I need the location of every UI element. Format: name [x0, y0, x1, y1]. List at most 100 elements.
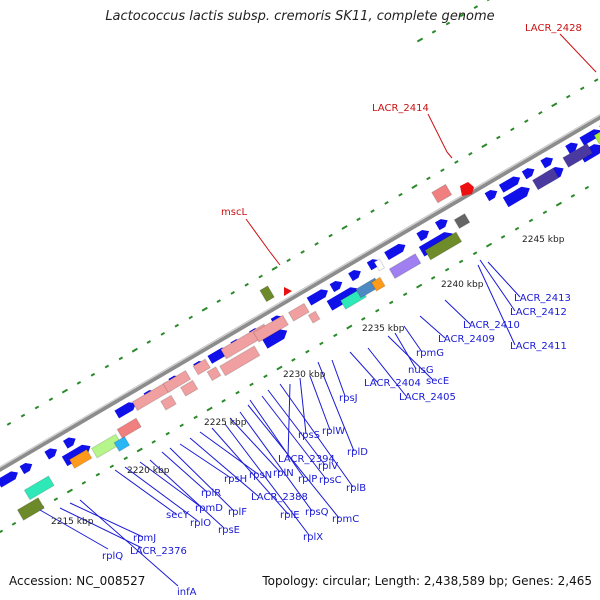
kbp-label: 2230 kbp [283, 370, 326, 380]
gene-label: rpsH [224, 474, 247, 485]
gene-box [370, 276, 386, 292]
gene-arrow [384, 243, 406, 261]
scale-tick [538, 111, 543, 115]
scale-tick [314, 241, 319, 246]
gene-label: nusG [408, 365, 434, 376]
genome-backbone [0, 113, 600, 473]
gene-arrow [565, 142, 578, 154]
genome-title: Lactococcus lactis subsp. cremoris SK11,… [105, 9, 495, 24]
gene-box [388, 253, 422, 280]
gene-label: LACR_2412 [510, 307, 567, 318]
gene-label: LACR_2409 [438, 334, 495, 345]
scale-tick [165, 431, 170, 436]
gene-label: rplQ [102, 551, 123, 562]
leader-line [124, 466, 199, 522]
gene-box [16, 497, 45, 521]
leader-line [331, 359, 346, 397]
leader-line [309, 375, 331, 431]
gene-box [307, 310, 321, 324]
gene-arrow [498, 176, 521, 193]
leader-line [211, 427, 289, 515]
genome-backbone-highlight [0, 114, 600, 468]
leader-line [59, 507, 143, 549]
gene-label: rplX [303, 532, 323, 543]
scale-tick [346, 324, 353, 330]
gene-arrow [261, 329, 288, 349]
leader-line [161, 451, 208, 493]
kbp-label: 2235 kbp [362, 324, 405, 334]
scale-tick [485, 242, 493, 248]
scale-tick [440, 168, 445, 173]
leader-line [487, 261, 521, 298]
leader-line [269, 251, 281, 266]
leader-line [179, 443, 232, 479]
scale-tick [174, 323, 180, 328]
gene-arrow [306, 289, 328, 306]
scale-tick [528, 218, 534, 223]
scale-tick [459, 13, 465, 18]
scale-tick [566, 94, 571, 99]
gene-box [562, 142, 594, 168]
gene-label: rpmG [416, 348, 444, 359]
gene-label: rplN [273, 468, 294, 479]
gene-arrow [44, 448, 58, 460]
scale-tick [123, 456, 128, 461]
gene-label-red: mscL [221, 207, 247, 218]
leader-line [317, 361, 355, 452]
scale-tick [76, 381, 82, 385]
gene-box-2414 [431, 183, 453, 204]
scale-tick [81, 480, 87, 485]
tick-ring-inner [0, 185, 590, 535]
gene-arrow [61, 444, 91, 467]
scale-tick [319, 341, 324, 346]
scale-tick [524, 119, 529, 123]
gene-box [160, 394, 177, 411]
scale-tick [468, 151, 473, 156]
gene-label: LACR_2413 [514, 293, 571, 304]
scale-tick [473, 5, 479, 9]
leader-line [224, 423, 310, 536]
gene-box [206, 366, 222, 382]
scale-tick [131, 347, 138, 353]
scale-tick [34, 405, 40, 410]
scale-tick [6, 421, 12, 426]
scale-tick [300, 250, 305, 254]
leader-line [249, 399, 305, 479]
gene-arrow [329, 280, 343, 293]
leader-line [245, 218, 271, 253]
gene-label: rplB [346, 483, 366, 494]
highlight-labels: mscL LACR_2414 LACR_2428 [221, 23, 582, 218]
gene-label: rpsQ [305, 507, 329, 518]
gene-box [113, 435, 131, 453]
gene-label: rpsJ [339, 393, 358, 404]
scale-tick [445, 21, 451, 26]
gene-box [287, 302, 310, 322]
leader-line [139, 461, 202, 508]
leader-line [189, 437, 259, 497]
gene-box [531, 167, 560, 191]
gene-label: LACR_2376 [130, 546, 187, 557]
scale-tick [193, 415, 198, 420]
gene-label: secY [166, 510, 190, 521]
scale-tick [514, 226, 520, 231]
scale-tick [206, 406, 213, 412]
scale-tick [486, 0, 493, 2]
scale-tick [136, 447, 143, 453]
scale-tick [188, 315, 193, 320]
leader-line [444, 299, 471, 325]
scale-tick [20, 413, 26, 418]
leader-line [239, 411, 313, 512]
gene-arrow [484, 189, 498, 202]
leader-line [287, 383, 291, 459]
gene-arrow [540, 157, 554, 169]
leader-line [267, 389, 326, 466]
scale-tick [551, 102, 558, 108]
scale-tick [48, 397, 54, 402]
scale-tick [109, 464, 115, 469]
gene-arrow [19, 462, 33, 475]
gene-box [116, 417, 142, 439]
scale-tick [402, 292, 408, 297]
tick-ring-far [416, 0, 493, 43]
